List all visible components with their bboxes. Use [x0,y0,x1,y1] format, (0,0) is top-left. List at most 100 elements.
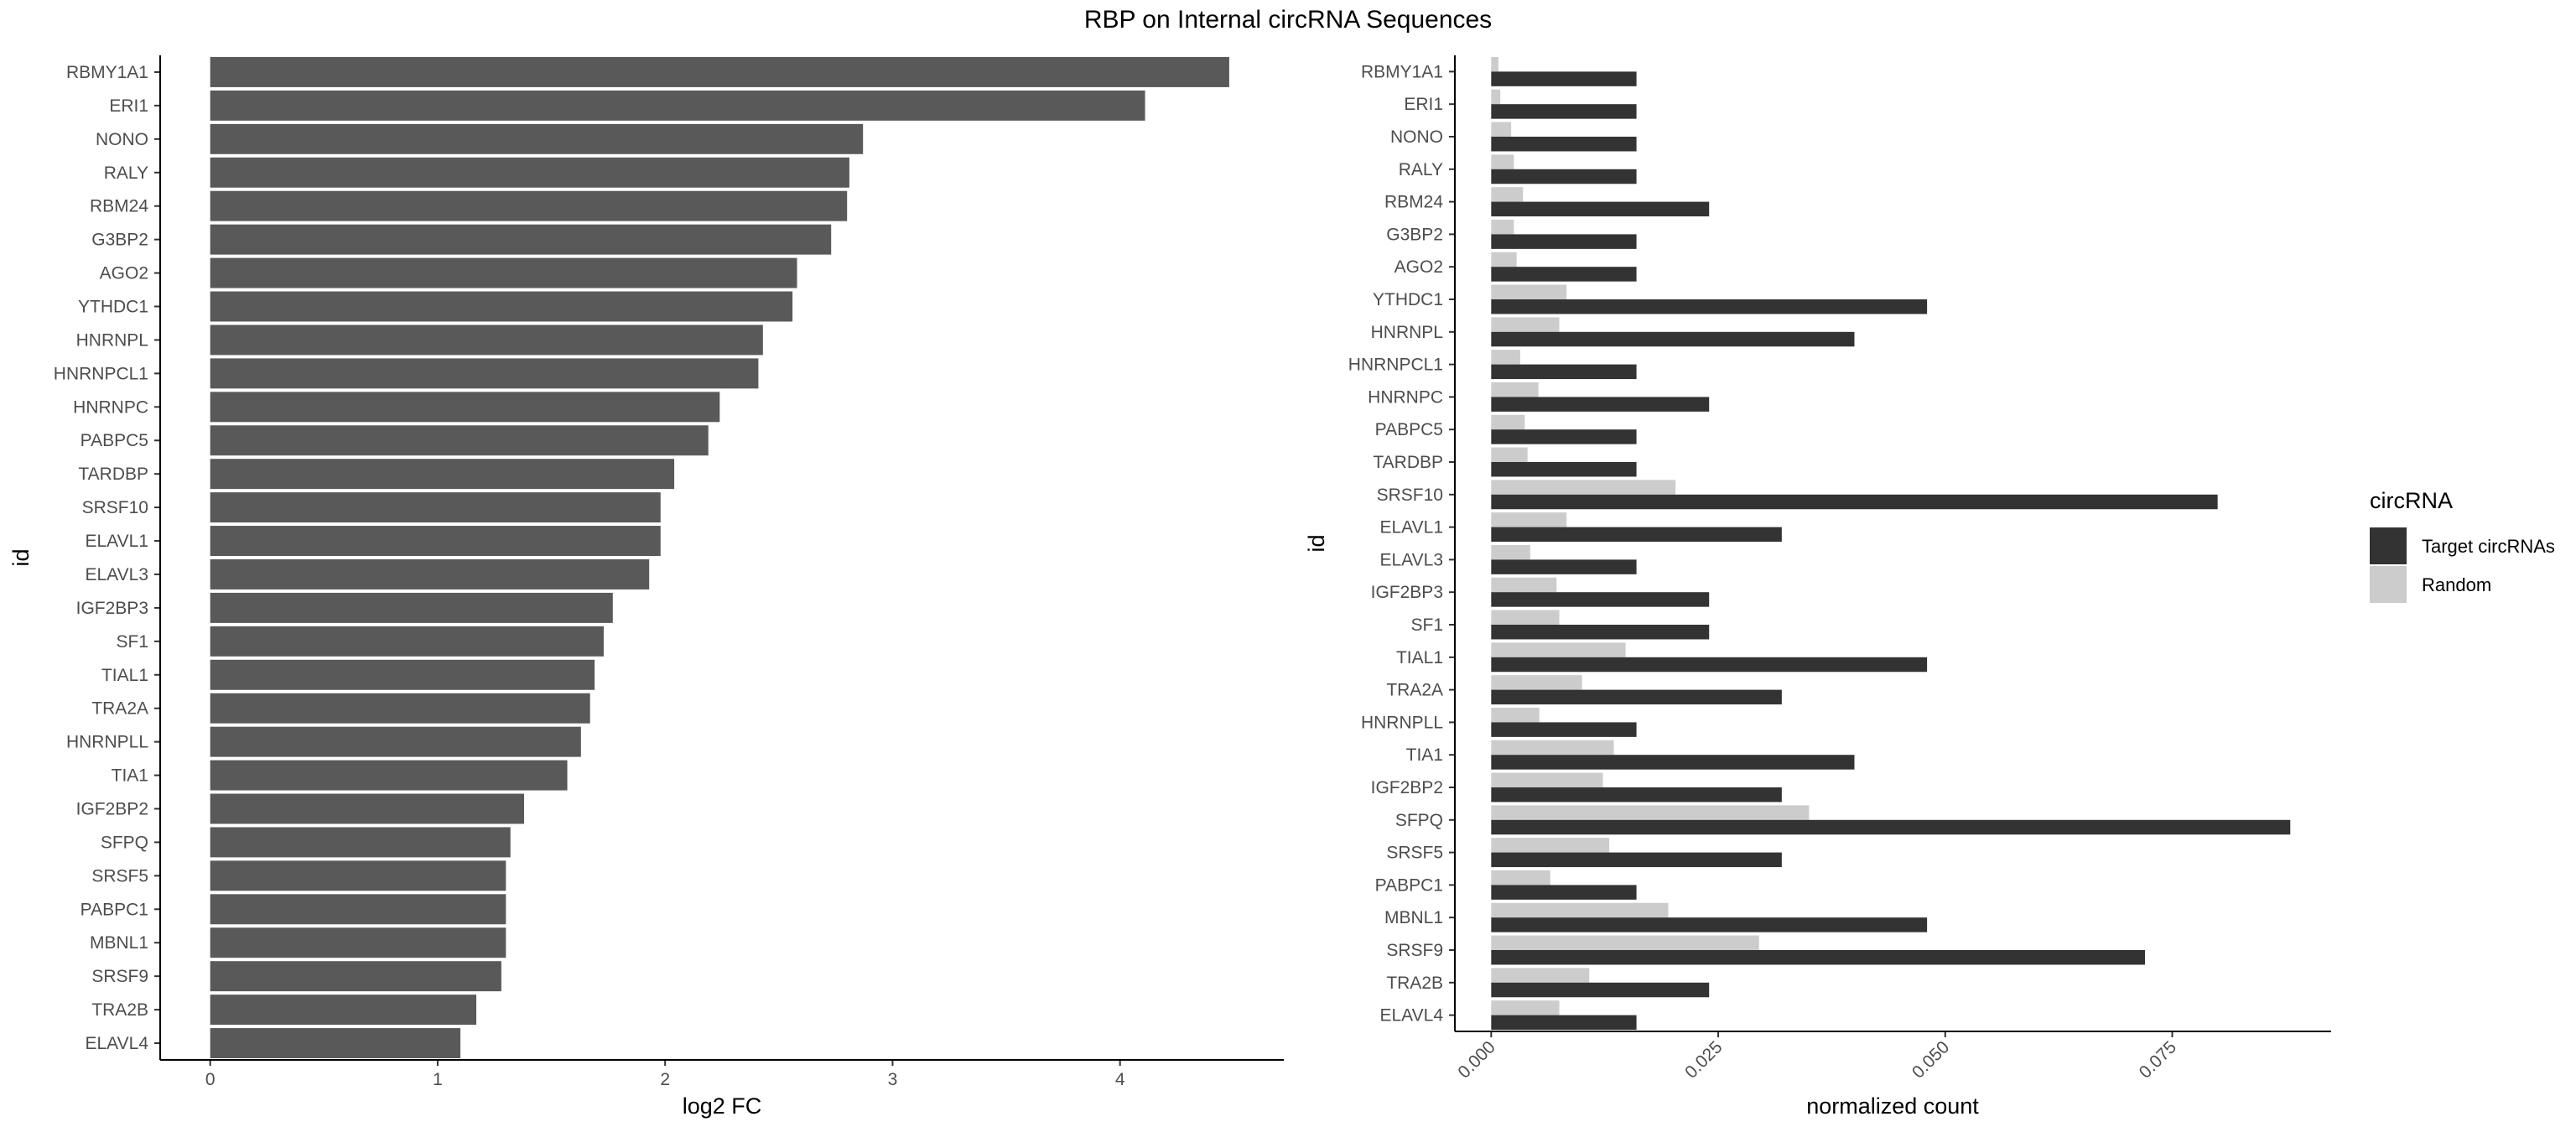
bar-target-circrnas-elavl3 [1491,559,1637,574]
log2fc-y-tick-label: HNRNPC [73,397,148,417]
bar-log2fc-hnrnpcl1 [210,358,759,389]
bar-random-pabpc1 [1491,870,1550,886]
normalized-count-y-tick-label: IGF2BP2 [1371,778,1443,797]
log2fc-y-tick-label: HNRNPL [76,330,148,350]
bar-log2fc-eri1 [210,90,1145,121]
bar-log2fc-tia1 [210,760,568,791]
normalized-count-y-tick-label: RBMY1A1 [1361,62,1443,81]
bar-target-circrnas-hnrnpll [1491,722,1637,737]
bar-random-rbmy1a1 [1491,56,1498,72]
log2fc-y-tick-label: SRSF5 [91,866,148,886]
log2fc-y-tick-label: RBMY1A1 [66,63,148,82]
bar-random-tra2b [1491,968,1590,983]
bar-log2fc-elavl1 [210,526,661,557]
bar-random-elavl4 [1491,1000,1560,1015]
bar-random-nono [1491,122,1512,137]
bar-random-hnrnpc [1491,382,1539,397]
bar-target-circrnas-raly [1491,169,1637,184]
bar-log2fc-g3bp2 [210,224,832,255]
bar-random-tia1 [1491,740,1614,756]
bar-log2fc-mbnl1 [210,927,506,958]
bar-random-srsf10 [1491,480,1676,495]
bar-target-circrnas-sf1 [1491,625,1710,640]
legend-key-target-circrnas [2370,527,2407,564]
bar-log2fc-srsf9 [210,961,501,992]
log2fc-y-tick-label: NONO [96,130,148,149]
bar-log2fc-elavl3 [210,558,650,589]
normalized-count-y-tick-label: G3BP2 [1386,225,1443,244]
bar-log2fc-srsf5 [210,860,506,891]
log2fc-y-tick-label: SRSF10 [82,498,148,517]
bar-target-circrnas-igf2bp2 [1491,787,1782,802]
log2fc-y-tick-label: HNRNPLL [66,733,148,752]
bar-random-hnrnpll [1491,707,1540,723]
normalized-count-y-tick-label: ELAVL1 [1380,518,1444,538]
normalized-count-y-tick-label: MBNL1 [1384,908,1443,927]
bar-log2fc-hnrnpll [210,726,581,757]
bar-target-circrnas-pabpc1 [1491,885,1637,900]
bar-log2fc-sf1 [210,626,604,657]
bar-log2fc-rbm24 [210,190,848,221]
normalized-count-y-tick-labels: RBMY1A1 ERI1 NONO RALY RBM24 G3BP2 AGO2 YTHDC1 H… [1348,62,1455,1026]
log2fc-y-tick-label: TRA2A [91,699,148,719]
bar-target-circrnas-ago2 [1491,267,1637,282]
legend-title: circRNA [2370,488,2453,513]
bar-log2fc-igf2bp2 [210,793,525,824]
bar-target-circrnas-tia1 [1491,755,1855,770]
bar-random-rbm24 [1491,187,1524,202]
bar-random-tra2a [1491,675,1582,690]
bar-random-tardbp [1491,447,1528,462]
bar-target-circrnas-hnrnpl [1491,331,1855,347]
bar-random-raly [1491,154,1514,169]
normalized-count-y-tick-label: TIA1 [1406,745,1443,765]
bar-target-circrnas-eri1 [1491,104,1637,119]
normalized-count-x-tick-label: 0.000 [1454,1037,1498,1082]
bar-random-sf1 [1491,610,1560,625]
bar-log2fc-ago2 [210,257,797,288]
log2fc-y-tick-label: G3BP2 [91,231,148,250]
bar-log2fc-tra2a [210,693,590,724]
bar-random-igf2bp2 [1491,772,1603,787]
normalized-count-y-tick-label: TRA2B [1386,974,1443,993]
bar-random-eri1 [1491,89,1501,105]
log2fc-y-tick-label: TIAL1 [101,666,148,685]
bar-log2fc-pabpc1 [210,894,506,925]
normalized-count-x-axis-title: normalized count [1806,1093,1979,1119]
normalized-count-bars [1491,56,2291,1031]
normalized-count-y-tick-label: TARDBP [1373,453,1443,472]
normalized-count-y-tick-label: PABPC5 [1375,420,1443,439]
log2fc-y-tick-label: ELAVL1 [86,532,149,551]
normalized-count-y-tick-label: AGO2 [1394,257,1443,277]
log2fc-y-tick-label: RALY [104,164,148,183]
bar-target-circrnas-ythdc1 [1491,299,1928,314]
bar-target-circrnas-srsf9 [1491,950,2146,965]
normalized-count-panel: RBMY1A1 ERI1 NONO RALY RBM24 G3BP2 AGO2 YTHDC1 H… [1304,55,2331,1119]
bar-random-srsf5 [1491,838,1610,853]
log2fc-x-tick-label: 1 [433,1070,443,1089]
log2fc-y-tick-label: ERI1 [109,96,148,116]
plot-title: RBP on Internal circRNA Sequences [1084,6,1492,34]
bar-random-g3bp2 [1491,219,1514,235]
normalized-count-y-tick-label: PABPC1 [1375,875,1443,895]
bar-target-circrnas-srsf10 [1491,494,2218,510]
bar-target-circrnas-tra2b [1491,982,1710,998]
legend-key-random [2370,566,2407,603]
log2fc-x-tick-label: 2 [660,1070,670,1089]
bar-random-sfpq [1491,805,1810,820]
log2fc-panel: RBMY1A1 ERI1 NONO RALY RBM24 G3BP2 AGO2 YTHDC1 H… [8,55,1284,1119]
normalized-count-x-tick-label: 0.050 [1909,1037,1953,1082]
normalized-count-y-tick-label: ERI1 [1404,95,1443,114]
normalized-count-x-ticks: 0.000 0.025 0.050 0.075 [1454,1031,2180,1083]
log2fc-y-tick-label: SRSF9 [91,967,148,986]
bar-target-circrnas-igf2bp3 [1491,592,1710,607]
normalized-count-y-tick-label: SF1 [1410,615,1443,635]
log2fc-y-tick-label: PABPC1 [80,900,148,919]
normalized-count-y-tick-label: TRA2A [1386,681,1443,700]
log2fc-y-tick-label: AGO2 [100,264,148,283]
bar-target-circrnas-elavl1 [1491,527,1782,543]
bar-target-circrnas-elavl4 [1491,1015,1637,1031]
normalized-count-y-tick-label: HNRNPC [1368,387,1443,407]
bar-target-circrnas-nono [1491,137,1637,152]
normalized-count-y-tick-label: YTHDC1 [1373,290,1443,309]
bar-target-circrnas-srsf5 [1491,852,1782,868]
